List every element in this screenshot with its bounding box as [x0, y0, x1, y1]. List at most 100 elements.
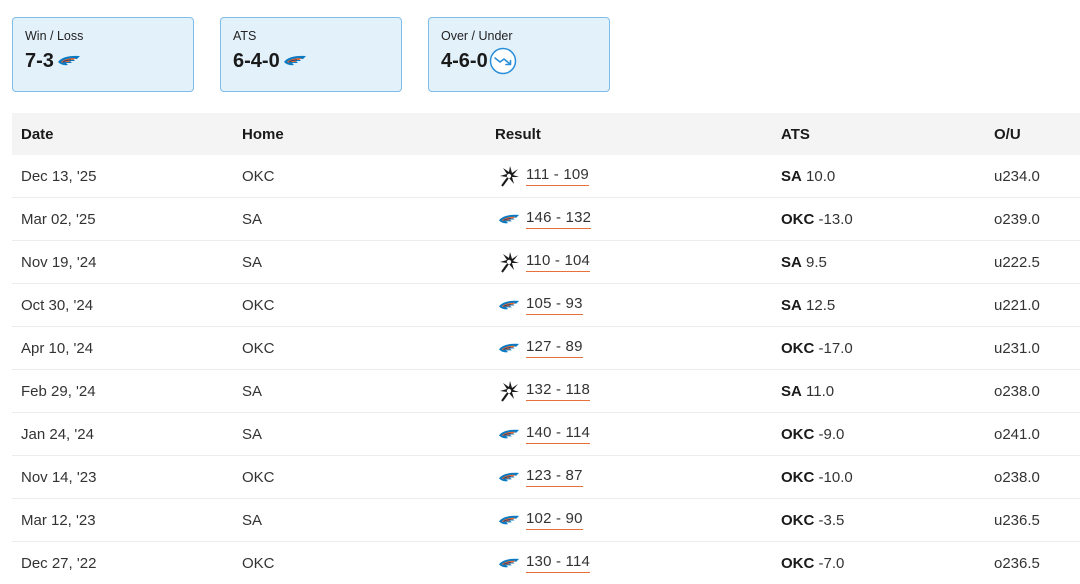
- cell-date: Mar 02, '25: [12, 198, 242, 241]
- cell-result: 132 - 118: [495, 370, 781, 413]
- score-link[interactable]: 123 - 87: [526, 467, 583, 487]
- ats-team: OKC: [781, 211, 814, 228]
- ats-line: 11.0: [802, 383, 834, 400]
- cell-ats: SA 9.5: [781, 241, 994, 284]
- ats-label: ATS: [233, 29, 389, 43]
- cell-date: Oct 30, '24: [12, 284, 242, 327]
- score-link[interactable]: 102 - 90: [526, 510, 583, 530]
- ats-team: OKC: [781, 426, 814, 443]
- ats-line: 12.5: [802, 297, 835, 314]
- ats-line: -13.0: [814, 211, 852, 228]
- okc-thunder-logo-icon: [283, 54, 307, 68]
- cell-date: Jan 24, '24: [12, 413, 242, 456]
- okc-thunder-logo-icon: [498, 471, 520, 484]
- ats-team: SA: [781, 254, 802, 271]
- result-wrapper: 102 - 90: [498, 510, 781, 530]
- cell-result: 110 - 104: [495, 241, 781, 284]
- cell-ats: SA 10.0: [781, 155, 994, 198]
- cell-home: OKC: [242, 456, 495, 499]
- cell-date: Nov 19, '24: [12, 241, 242, 284]
- okc-thunder-logo-icon: [498, 428, 520, 441]
- cell-ou: u231.0: [994, 327, 1080, 370]
- score-link[interactable]: 132 - 118: [526, 381, 590, 401]
- cell-result: 123 - 87: [495, 456, 781, 499]
- okc-thunder-logo-icon: [498, 213, 520, 226]
- result-wrapper: 123 - 87: [498, 467, 781, 487]
- over-under-label: Over / Under: [441, 29, 597, 43]
- cell-home: SA: [242, 370, 495, 413]
- okc-thunder-logo-icon: [498, 342, 520, 355]
- cell-ats: OKC -9.0: [781, 413, 994, 456]
- cell-date: Feb 29, '24: [12, 370, 242, 413]
- cell-ats: OKC -3.5: [781, 499, 994, 542]
- score-link[interactable]: 140 - 114: [526, 424, 590, 444]
- cell-ou: o238.0: [994, 370, 1080, 413]
- header-ou[interactable]: O/U: [994, 113, 1080, 155]
- cell-date: Dec 27, '22: [12, 542, 242, 584]
- cell-home: OKC: [242, 542, 495, 584]
- result-wrapper: 130 - 114: [498, 553, 781, 573]
- result-wrapper: 132 - 118: [498, 380, 781, 402]
- table-header-row: Date Home Result ATS O/U: [12, 113, 1080, 155]
- ats-line: -3.5: [814, 512, 844, 529]
- cell-date: Apr 10, '24: [12, 327, 242, 370]
- cell-home: SA: [242, 413, 495, 456]
- header-home[interactable]: Home: [242, 113, 495, 155]
- okc-thunder-logo-icon: [498, 299, 520, 312]
- score-link[interactable]: 105 - 93: [526, 295, 583, 315]
- okc-thunder-logo-icon: [57, 54, 81, 68]
- ats-team: OKC: [781, 469, 814, 486]
- header-date[interactable]: Date: [12, 113, 242, 155]
- cell-home: OKC: [242, 155, 495, 198]
- cell-ats: OKC -13.0: [781, 198, 994, 241]
- cell-ou: o236.5: [994, 542, 1080, 584]
- ats-team: SA: [781, 168, 802, 185]
- cell-result: 140 - 114: [495, 413, 781, 456]
- header-ats[interactable]: ATS: [781, 113, 994, 155]
- result-wrapper: 111 - 109: [498, 165, 781, 187]
- cell-ou: u221.0: [994, 284, 1080, 327]
- score-link[interactable]: 110 - 104: [526, 252, 590, 272]
- cell-ats: SA 12.5: [781, 284, 994, 327]
- score-link[interactable]: 130 - 114: [526, 553, 590, 573]
- win-loss-label: Win / Loss: [25, 29, 181, 43]
- ats-team: SA: [781, 383, 802, 400]
- cell-home: OKC: [242, 284, 495, 327]
- score-link[interactable]: 111 - 109: [526, 166, 589, 186]
- header-result[interactable]: Result: [495, 113, 781, 155]
- ats-team: SA: [781, 297, 802, 314]
- cell-result: 111 - 109: [495, 155, 781, 198]
- cell-result: 102 - 90: [495, 499, 781, 542]
- over-under-card: Over / Under 4-6-0: [428, 17, 610, 92]
- cell-result: 127 - 89: [495, 327, 781, 370]
- win-loss-card: Win / Loss 7-3: [12, 17, 194, 92]
- result-wrapper: 110 - 104: [498, 251, 781, 273]
- over-under-value-row: 4-6-0: [441, 48, 597, 74]
- score-link[interactable]: 127 - 89: [526, 338, 583, 358]
- cell-result: 105 - 93: [495, 284, 781, 327]
- okc-thunder-logo-icon: [498, 557, 520, 570]
- okc-thunder-logo-icon: [498, 514, 520, 527]
- table-header: Date Home Result ATS O/U: [12, 113, 1080, 155]
- score-link[interactable]: 146 - 132: [526, 209, 591, 229]
- cell-date: Mar 12, '23: [12, 499, 242, 542]
- result-wrapper: 127 - 89: [498, 338, 781, 358]
- ats-card: ATS 6-4-0: [220, 17, 402, 92]
- cell-home: SA: [242, 499, 495, 542]
- over-under-value: 4-6-0: [441, 50, 488, 73]
- ats-team: OKC: [781, 512, 814, 529]
- ats-line: -9.0: [814, 426, 844, 443]
- win-loss-value: 7-3: [25, 50, 54, 73]
- spurs-logo-icon: [498, 380, 520, 402]
- cell-result: 130 - 114: [495, 542, 781, 584]
- cell-home: SA: [242, 241, 495, 284]
